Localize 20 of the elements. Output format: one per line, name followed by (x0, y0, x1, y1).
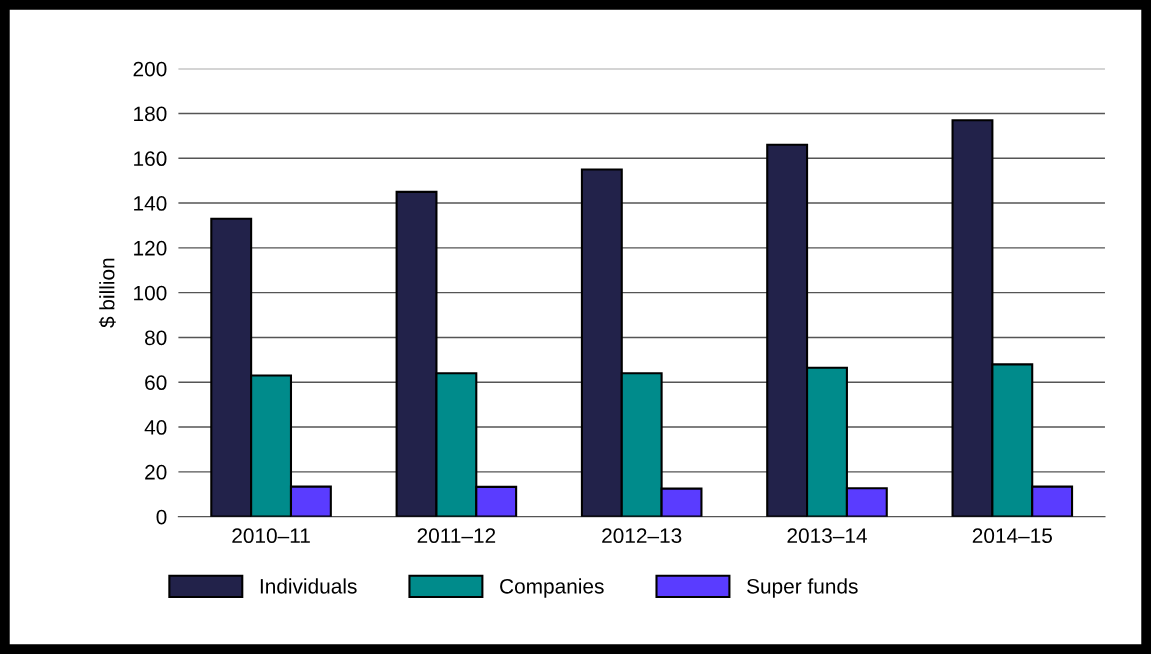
y-tick-label: 140 (134, 196, 167, 211)
x-tick-label: 2011–12 (417, 528, 496, 544)
y-axis-title: $ billion (98, 258, 116, 328)
y-tick-label: 160 (134, 151, 167, 167)
legend-label: Individuals (260, 578, 357, 594)
y-tick-label: 20 (145, 464, 167, 480)
y-tick-label: 180 (134, 106, 167, 122)
legend-label: Super funds (747, 578, 858, 598)
x-tick-label: 2014–15 (972, 528, 1052, 544)
y-tick-label: 0 (156, 509, 167, 525)
x-tick-label: 2010–11 (232, 528, 310, 544)
y-tick-label: 60 (145, 375, 167, 391)
y-tick-label: 80 (145, 330, 167, 346)
y-tick-label: 40 (144, 420, 167, 435)
x-tick-label: 2013–14 (787, 528, 867, 544)
y-tick-label: 200 (133, 61, 167, 77)
y-tick-label: 100 (134, 285, 167, 301)
x-tick-label: 2012–13 (602, 528, 682, 544)
legend-label: Companies (500, 578, 604, 598)
y-tick-label: 120 (134, 240, 167, 256)
